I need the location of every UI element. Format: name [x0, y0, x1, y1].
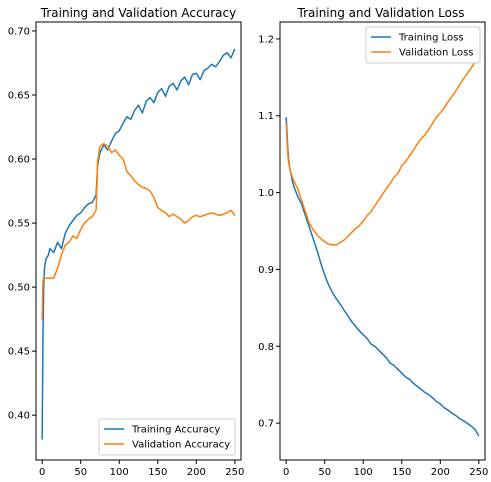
x-tick-label: 150: [392, 467, 411, 478]
y-tick-label: 0.55: [8, 219, 30, 230]
y-tick-label: 0.8: [258, 342, 274, 353]
x-tick-label: 50: [74, 467, 87, 478]
legend-label-validation-loss: Validation Loss: [399, 48, 474, 59]
loss-legend: Training Loss Validation Loss: [365, 26, 481, 64]
loss-plot-area: 0 50 100 150 200 250 0.7 0.8 0.9 1.0 1.1 1.2: [258, 21, 488, 478]
accuracy-legend: Training Accuracy Validation Accuracy: [98, 418, 236, 456]
x-tick-label: 0: [39, 467, 45, 478]
y-tick-label: 0.45: [8, 347, 30, 358]
x-tick-label: 250: [225, 467, 244, 478]
y-tick-label: 1.0: [258, 188, 274, 199]
x-tick-label: 250: [469, 467, 488, 478]
accuracy-chart: Training and Validation Accuracy 0 50 100 1…: [8, 6, 245, 478]
y-tick-label: 0.50: [8, 283, 30, 294]
y-tick-label: 1.1: [258, 111, 274, 122]
series-line-training-accuracy: [41, 48, 236, 440]
y-tick-label: 0.7: [258, 419, 274, 430]
legend-label-validation-accuracy: Validation Accuracy: [132, 440, 230, 451]
legend-label-training-accuracy: Training Accuracy: [131, 425, 220, 436]
x-tick-label: 200: [431, 467, 450, 478]
y-tick-label: 0.9: [258, 265, 274, 276]
series-line-validation-accuracy: [41, 142, 236, 321]
y-tick-label: 0.70: [8, 26, 30, 37]
accuracy-chart-title: Training and Validation Accuracy: [40, 6, 236, 20]
accuracy-plot-area: 0 50 100 150 200 250 0.40 0.45 0.50 0.55 0.60 0.65 0…: [8, 21, 244, 478]
y-tick-label: 0.40: [8, 411, 30, 422]
series-line-training-loss: [285, 117, 480, 437]
series-line-validation-loss: [285, 56, 480, 246]
loss-chart-title: Training and Validation Loss: [297, 6, 465, 20]
y-tick-label: 1.2: [258, 34, 274, 45]
x-tick-label: 100: [354, 467, 373, 478]
legend-label-training-loss: Training Loss: [398, 33, 464, 44]
x-tick-label: 100: [110, 467, 129, 478]
x-tick-label: 200: [187, 467, 206, 478]
x-tick-label: 150: [148, 467, 167, 478]
x-tick-label: 50: [318, 467, 331, 478]
y-tick-label: 0.60: [8, 155, 30, 166]
y-tick-label: 0.65: [8, 91, 30, 102]
x-tick-label: 0: [283, 467, 289, 478]
loss-chart: Training and Validation Loss 0 50 100 150 20…: [258, 6, 488, 478]
